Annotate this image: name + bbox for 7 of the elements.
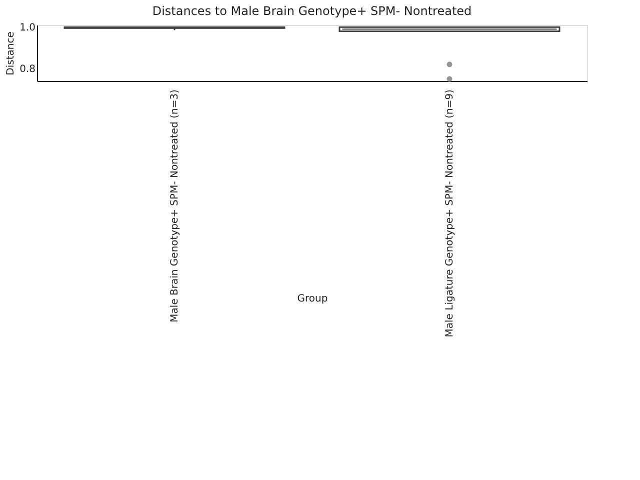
chart-title: Distances to Male Brain Genotype+ SPM- Nontreated: [152, 4, 472, 18]
x-tick-label: Male Brain Genotype+ SPM- Nontreated (n=3): [170, 89, 180, 322]
x-axis-title: Group: [297, 294, 328, 304]
x-tick-label: Male Ligature Genotype+ SPM- Nontreated (n=9): [444, 89, 456, 338]
y-tick-label: 0.8: [20, 64, 36, 76]
y-axis-title: Distance: [6, 32, 17, 76]
y-tick-label: 1.0: [20, 22, 36, 34]
